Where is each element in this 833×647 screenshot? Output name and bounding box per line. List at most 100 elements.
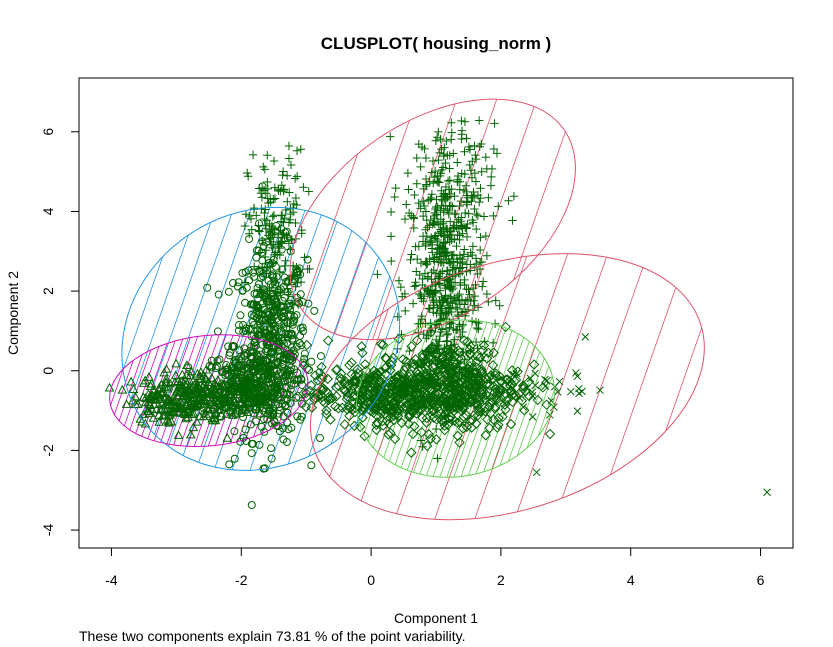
data-point bbox=[260, 286, 269, 295]
data-point bbox=[544, 428, 556, 440]
data-point bbox=[523, 390, 535, 402]
data-point bbox=[417, 412, 428, 423]
data-point bbox=[243, 382, 254, 392]
data-point bbox=[149, 385, 159, 395]
data-point bbox=[436, 395, 448, 407]
data-point bbox=[413, 254, 422, 264]
data-point bbox=[377, 400, 388, 411]
data-point bbox=[437, 325, 447, 334]
data-point bbox=[428, 248, 437, 257]
data-point bbox=[271, 262, 280, 271]
y-tick-label: 2 bbox=[40, 287, 56, 295]
data-point bbox=[280, 273, 289, 282]
data-point bbox=[222, 361, 231, 370]
data-point bbox=[406, 447, 417, 458]
data-point bbox=[407, 250, 416, 259]
data-point bbox=[285, 188, 294, 197]
data-point bbox=[230, 427, 239, 436]
data-point bbox=[581, 333, 590, 341]
data-point bbox=[427, 341, 439, 353]
data-point bbox=[386, 232, 396, 241]
data-point bbox=[447, 118, 456, 127]
data-point bbox=[330, 401, 341, 412]
data-point bbox=[441, 190, 450, 199]
data-point bbox=[138, 378, 149, 387]
data-point bbox=[138, 392, 149, 401]
data-point bbox=[269, 211, 279, 220]
data-point bbox=[447, 257, 457, 266]
data-point bbox=[135, 413, 146, 423]
data-point bbox=[444, 348, 455, 359]
data-point bbox=[357, 373, 369, 384]
data-point bbox=[443, 247, 452, 257]
data-point bbox=[573, 407, 582, 415]
data-point bbox=[463, 368, 474, 380]
data-point bbox=[312, 388, 323, 399]
y-axis: -4 -2 0 2 4 6 bbox=[40, 128, 80, 536]
data-point bbox=[472, 374, 484, 386]
data-point bbox=[418, 442, 427, 451]
data-point bbox=[157, 388, 167, 398]
data-point bbox=[265, 407, 274, 416]
data-point bbox=[500, 399, 509, 408]
data-point bbox=[427, 275, 436, 284]
data-point bbox=[232, 388, 243, 398]
data-point bbox=[239, 413, 248, 422]
data-point bbox=[304, 299, 313, 308]
data-point bbox=[425, 238, 435, 247]
data-point bbox=[414, 289, 424, 299]
data-point bbox=[449, 340, 459, 349]
data-point bbox=[437, 201, 446, 210]
data-point bbox=[300, 253, 309, 262]
data-point bbox=[303, 264, 312, 274]
data-point bbox=[145, 391, 155, 401]
data-point bbox=[439, 420, 450, 431]
data-point bbox=[254, 264, 264, 274]
data-point bbox=[310, 306, 319, 315]
data-point bbox=[198, 370, 209, 380]
data-point bbox=[175, 395, 186, 405]
data-point bbox=[412, 153, 421, 163]
data-point bbox=[413, 358, 424, 369]
data-point bbox=[217, 368, 226, 377]
data-point bbox=[316, 352, 325, 361]
data-point bbox=[268, 347, 277, 356]
data-point bbox=[446, 379, 458, 390]
data-point bbox=[410, 354, 421, 365]
data-point bbox=[452, 430, 463, 442]
data-point bbox=[453, 291, 463, 300]
data-point bbox=[444, 207, 454, 217]
data-point bbox=[273, 359, 282, 368]
data-point bbox=[233, 405, 244, 415]
data-point bbox=[436, 134, 445, 144]
data-point bbox=[269, 156, 279, 166]
data-point bbox=[380, 362, 391, 373]
data-point bbox=[357, 412, 368, 423]
data-point bbox=[484, 380, 495, 391]
data-point bbox=[421, 260, 431, 270]
data-point bbox=[333, 380, 344, 392]
data-point bbox=[260, 303, 269, 312]
data-point bbox=[278, 170, 287, 180]
data-point bbox=[227, 372, 237, 381]
data-point bbox=[493, 412, 504, 424]
data-point bbox=[316, 361, 327, 373]
data-point bbox=[297, 375, 306, 384]
data-point bbox=[242, 283, 251, 292]
data-point bbox=[531, 381, 540, 390]
data-point bbox=[203, 283, 212, 292]
data-point bbox=[268, 212, 277, 221]
data-point bbox=[377, 339, 389, 350]
data-point bbox=[181, 388, 192, 398]
data-point bbox=[188, 376, 198, 385]
data-point bbox=[451, 363, 462, 375]
data-point bbox=[411, 242, 420, 251]
data-point bbox=[146, 378, 157, 388]
data-point bbox=[277, 396, 286, 405]
data-point bbox=[421, 440, 433, 452]
data-point bbox=[422, 345, 434, 357]
data-point bbox=[265, 283, 274, 293]
data-point bbox=[201, 408, 211, 418]
data-point bbox=[442, 376, 453, 387]
data-point bbox=[411, 408, 422, 419]
